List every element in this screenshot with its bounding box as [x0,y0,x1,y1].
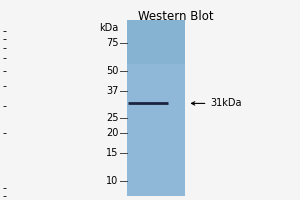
Text: 25: 25 [106,113,118,123]
Text: 31kDa: 31kDa [211,98,242,108]
Text: Western Blot: Western Blot [138,10,214,23]
Bar [127,20,184,64]
Text: kDa: kDa [99,23,118,33]
Text: 75: 75 [106,38,118,48]
Text: 15: 15 [106,148,118,158]
Bar [127,20,184,196]
Text: 10: 10 [106,176,118,186]
Text: 20: 20 [106,128,118,138]
Text: 50: 50 [106,66,118,76]
Text: 37: 37 [106,86,118,96]
